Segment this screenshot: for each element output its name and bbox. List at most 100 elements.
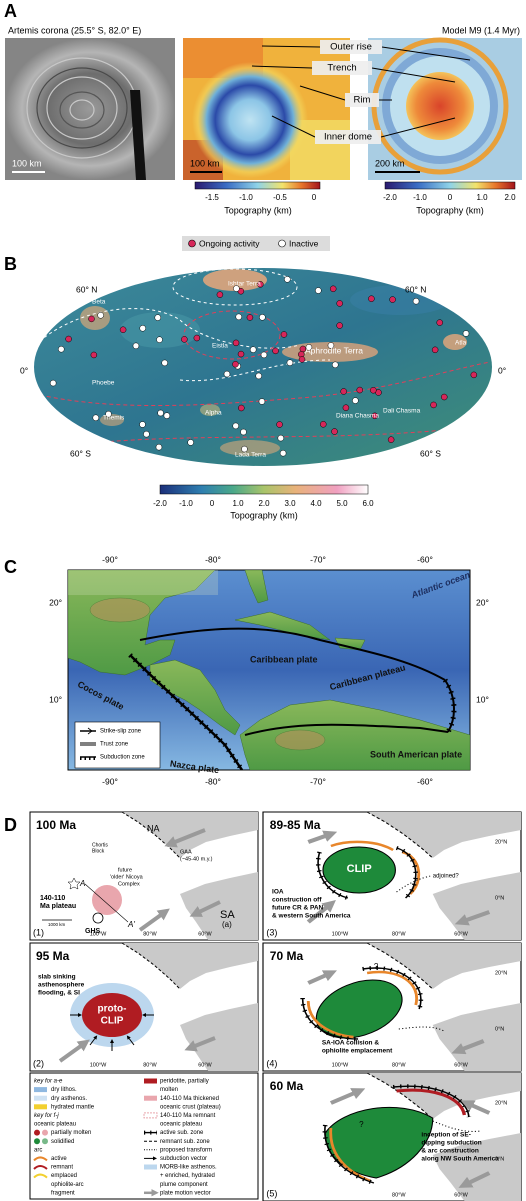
feature-label: Atla (455, 340, 467, 347)
map-label: South American plate (370, 749, 462, 759)
panel-label: B (4, 254, 17, 274)
image-title: Artemis corona (25.5° S, 82.0° E) (8, 25, 141, 35)
subpanel-text: Chortis (92, 842, 108, 848)
activity-marker (336, 300, 343, 307)
key-text: dry lithos. (51, 1087, 77, 1093)
key-text: emplaced (51, 1173, 77, 1179)
colorbar-tick: 2.0 (258, 499, 270, 508)
activity-marker (276, 421, 283, 428)
coastline (366, 1072, 434, 1120)
activity-marker (280, 331, 288, 338)
activity-marker (342, 404, 350, 411)
colorbar-tick: -2.0 (383, 193, 397, 202)
motion-arrow (451, 1039, 485, 1055)
activity-marker (223, 370, 231, 378)
image-title: Model M9 (1.4 Myr) (442, 25, 520, 35)
star (67, 877, 81, 890)
activity-marker (237, 350, 245, 358)
key-text: partially molten (51, 1130, 91, 1136)
subpanel-text: & arc construction (421, 1148, 478, 1155)
subpanel-text: (~45-40 m.y.) (180, 856, 213, 862)
activity-marker (441, 393, 448, 401)
latitude-label: 60° N (405, 284, 426, 294)
subpanel-text: CLIP (347, 863, 372, 875)
colorbar (384, 181, 516, 190)
feature-label: Alpha (205, 410, 222, 417)
subpanel-number: (5) (266, 1188, 277, 1198)
activity-marker (387, 436, 395, 443)
activity-marker (315, 287, 322, 294)
longitude-label: 60°W (198, 931, 212, 937)
activity-marker (305, 344, 313, 351)
activity-marker (431, 346, 439, 354)
key-text: + enriched, hydrated (160, 1173, 215, 1179)
activity-marker (233, 285, 240, 292)
subpanel-number: (2) (33, 1058, 44, 1068)
activity-marker (258, 398, 266, 405)
age-label: 70 Ma (270, 949, 304, 963)
longitude-label: 100°W (332, 1062, 349, 1068)
activity-marker (430, 401, 437, 409)
longitude-label: -80° (205, 554, 221, 564)
colorbar-tick: 5.0 (336, 499, 348, 508)
activity-marker (272, 347, 279, 355)
key-text: oceanic plateau (160, 1122, 202, 1128)
latitude-label: 0° (20, 365, 28, 375)
subpanel-text: Ma plateau (40, 903, 76, 910)
activity-marker (260, 351, 268, 359)
longitude-label: -60° (417, 776, 433, 786)
activity-marker (240, 428, 247, 436)
key-text: remnant (51, 1165, 73, 1171)
key-text: oceanic crust (plateau) (160, 1104, 221, 1110)
south-america (180, 872, 258, 940)
boundaries-white (34, 268, 331, 382)
latitude-label: 20°N (495, 970, 507, 976)
motion-arrow (306, 899, 336, 924)
arc (33, 1165, 48, 1170)
longitude-label: -70° (310, 554, 326, 564)
proto-clip (82, 993, 142, 1037)
activity-marker (332, 361, 339, 369)
corona-ring (192, 62, 308, 178)
motion-arrow (184, 1036, 216, 1052)
subduction-zone (362, 967, 422, 1010)
key-swatch (34, 1087, 47, 1093)
longitude-label: 100°W (90, 1062, 107, 1068)
annotation: Trench (327, 63, 356, 74)
colorbar-tick: 1.0 (476, 193, 488, 202)
scale-bar-label: 100 km (12, 158, 42, 168)
activity-marker (368, 295, 375, 302)
north-america (367, 943, 521, 989)
subpanel-text: dipping subduction (421, 1140, 481, 1147)
latitude-label: 10° (49, 694, 62, 704)
key-text: hydrated mantle (51, 1104, 95, 1110)
flow-arrow (126, 1035, 135, 1046)
activity-marker (139, 325, 146, 332)
activity-marker (320, 421, 327, 428)
longitude-label: 80°W (392, 1062, 406, 1068)
activity-marker (389, 296, 396, 303)
activity-marker (279, 449, 287, 457)
activity-marker (284, 276, 291, 283)
latitude-label: 20° (49, 597, 62, 607)
motion-arrow (307, 970, 337, 985)
longitude-label: 80°W (143, 931, 157, 937)
longitude-label: 80°W (143, 1062, 157, 1068)
feature-label: Diana Chasma (336, 413, 379, 420)
subduction-zone (301, 997, 359, 1040)
key-frame (29, 1072, 259, 1200)
activity-marker (232, 422, 239, 430)
arc (366, 970, 419, 1006)
subpanel-text: NA (147, 823, 160, 833)
motion-arrow (164, 828, 206, 848)
colorbar-tick: -2.0 (153, 499, 167, 508)
subpanel-text: 'older' Nicoya (110, 874, 144, 880)
key-text: solidified (51, 1139, 74, 1145)
activity-marker (286, 359, 294, 366)
colorbar-tick: 0 (210, 499, 215, 508)
colorbar (194, 181, 321, 190)
colorbar-tick: 2.0 (504, 193, 516, 202)
latitude-label: 60° S (420, 448, 441, 458)
radar-image (5, 38, 175, 180)
